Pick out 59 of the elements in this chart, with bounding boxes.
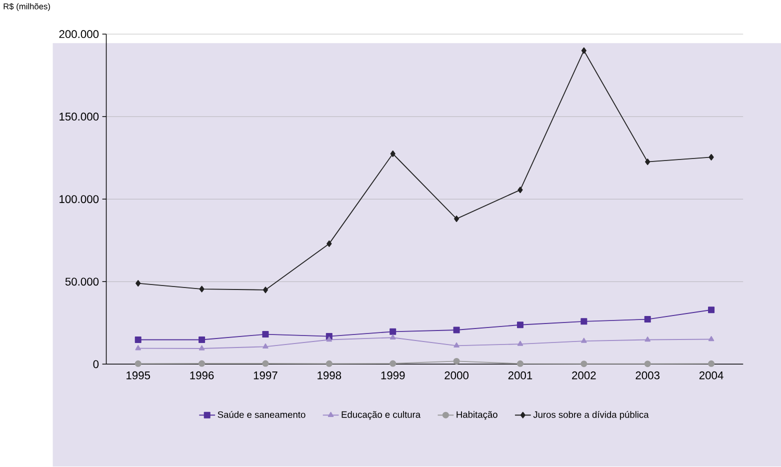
y-tick-label: 0	[93, 360, 99, 368]
x-tick-label: 2004	[699, 372, 724, 380]
x-tick-label: 1998	[318, 372, 342, 380]
x-tick-label: 1999	[381, 372, 405, 380]
y-tick-label: 100.000	[60, 195, 99, 204]
point	[580, 360, 588, 368]
point	[390, 360, 396, 368]
point	[390, 334, 396, 340]
point	[708, 306, 715, 314]
point	[644, 316, 651, 323]
point	[135, 345, 141, 350]
point	[326, 360, 332, 368]
point	[198, 345, 205, 351]
point	[390, 150, 396, 158]
x-tick-label: 1996	[190, 372, 214, 380]
point	[453, 358, 460, 365]
point	[516, 360, 524, 368]
x-tick-label: 2003	[636, 372, 660, 380]
point	[454, 342, 460, 348]
legend-label: Juros sobre a dívida pública	[533, 411, 649, 420]
point	[198, 360, 206, 368]
point	[390, 328, 396, 336]
point	[134, 360, 142, 368]
point	[645, 158, 650, 166]
point	[517, 341, 524, 346]
x-tick-label: 2001	[508, 372, 532, 380]
legend-label: Saúde e saneamento	[218, 411, 306, 418]
point	[644, 360, 651, 368]
legend-label: Educação e cultura	[342, 411, 421, 420]
point	[581, 48, 586, 54]
point	[708, 360, 715, 368]
point	[581, 338, 587, 344]
point	[262, 331, 269, 338]
y-axis-title: R$ (milhões)	[4, 3, 50, 12]
x-tick-label: 1995	[126, 372, 150, 380]
point	[580, 318, 588, 325]
point	[644, 336, 650, 342]
point	[262, 286, 268, 294]
y-tick-label: 200.000	[59, 30, 99, 38]
point	[134, 336, 142, 344]
point	[262, 360, 269, 368]
x-tick-label: 1997	[254, 372, 278, 380]
point	[708, 154, 714, 161]
point	[136, 280, 141, 287]
x-tick-label: 2002	[572, 372, 596, 380]
point	[326, 336, 332, 342]
point	[326, 240, 332, 248]
point	[262, 344, 268, 349]
y-tick-label: 150.000	[60, 112, 99, 121]
x-tick-label: 2000	[444, 372, 469, 380]
point	[198, 336, 206, 344]
y-tick-label: 50.000	[65, 278, 99, 286]
legend-label: Habitação	[456, 411, 498, 420]
point	[199, 286, 204, 293]
point	[518, 186, 523, 194]
point	[454, 216, 460, 222]
point	[516, 322, 524, 328]
point	[453, 327, 460, 334]
point	[708, 336, 714, 342]
